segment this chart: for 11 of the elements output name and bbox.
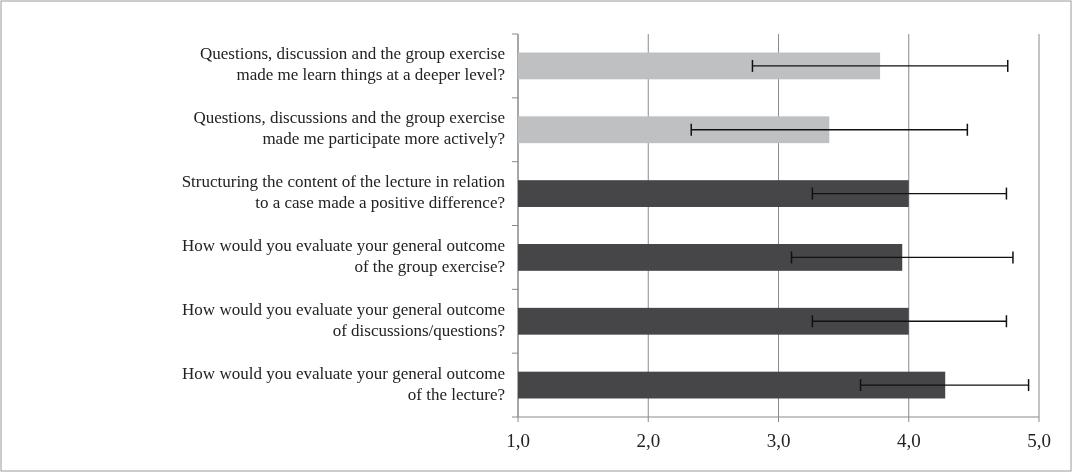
x-tick-label: 3,0: [766, 430, 791, 451]
x-tick-label: 2,0: [636, 430, 661, 451]
y-tick-label: Questions, discussion and the group exercise made me learn things at a deeper level?: [200, 44, 505, 85]
y-tick-label: How would you evaluate your general outcome of the lecture?: [182, 363, 505, 404]
y-tick-label: How would you evaluate your general outcome of the group exercise?: [182, 235, 505, 276]
y-tick-label: How would you evaluate your general outcome of discussions/questions?: [182, 299, 505, 340]
x-tick-label: 4,0: [896, 430, 921, 451]
y-tick-label: Questions, discussions and the group exercise made me participate more actively?: [193, 108, 505, 149]
y-tick-label: Structuring the content of the lecture in relation to a case made a positive difference?: [181, 171, 506, 212]
x-tick-label: 1,0: [506, 430, 530, 451]
x-tick-label: 5,0: [1027, 430, 1051, 451]
